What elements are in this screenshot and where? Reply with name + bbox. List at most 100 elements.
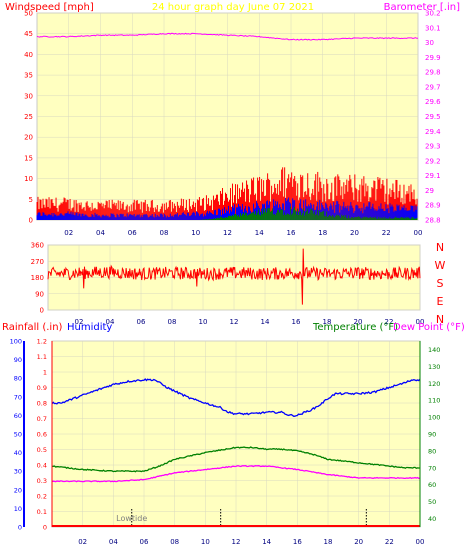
temperature-line bbox=[51, 446, 420, 473]
direction-x-tick-label: 14 bbox=[261, 318, 270, 326]
direction-y-tick-label: 360 bbox=[31, 242, 44, 250]
wind-x-tick-label: 18 bbox=[318, 229, 327, 237]
chart-title: 24 hour graph day June 07 2021 bbox=[152, 2, 314, 13]
wind-x-tick-label: 14 bbox=[255, 229, 264, 237]
direction-x-tick-label: 08 bbox=[168, 318, 177, 326]
compass-label: N bbox=[436, 313, 444, 326]
baro-y-tick-label: 29.2 bbox=[425, 157, 441, 165]
humidity-y-tick-label: 60 bbox=[14, 412, 22, 420]
baro-y-tick-label: 30.2 bbox=[425, 10, 441, 18]
temp-x-tick-label: 12 bbox=[232, 538, 241, 546]
compass-label: N bbox=[436, 241, 444, 254]
temp-y-tick-label: 90 bbox=[428, 431, 436, 439]
temp-y-tick-label: 70 bbox=[428, 464, 436, 472]
wind-bars bbox=[36, 167, 418, 220]
barometer-line bbox=[36, 32, 419, 41]
wind-y-tick-label: 45 bbox=[24, 30, 33, 38]
temp-x-tick-label: 20 bbox=[354, 538, 363, 546]
lowtide-annotation: Lowtide bbox=[116, 514, 147, 523]
baro-y-tick-label: 29.3 bbox=[425, 143, 441, 151]
rainfall-axis-label: Rainfall (.in) bbox=[2, 322, 63, 333]
humidity-y-tick-label: 80 bbox=[14, 375, 22, 383]
rain-y-tick-label: 0.6 bbox=[37, 431, 47, 439]
temp-y-tick-label: 110 bbox=[428, 397, 440, 405]
temp-humidity-panel: Lowtide 0 0.1 0.2 0.3 0.4 0.5 0.6 0.7 0.8 0.9 1 1.1 1… bbox=[2, 322, 465, 546]
direction-x-tick-label: 18 bbox=[323, 318, 332, 326]
barometer-axis-label: Barometer [.in] bbox=[384, 2, 460, 13]
wind-y-tick-label: 30 bbox=[24, 92, 33, 100]
humidity-line bbox=[51, 378, 421, 417]
wind-y-tick-label: 40 bbox=[24, 51, 33, 59]
temp-x-tick-label: 02 bbox=[78, 538, 87, 546]
rain-y-tick-label: 0.3 bbox=[37, 477, 47, 485]
wind-y-tick-label: 50 bbox=[24, 10, 33, 18]
wind-x-tick-label: 00 bbox=[414, 229, 423, 237]
wind-x-tick-label: 20 bbox=[350, 229, 359, 237]
temperature-axis-label: Temperature (°F) bbox=[312, 322, 398, 333]
baro-y-tick-label: 29.8 bbox=[425, 69, 441, 77]
wind-x-tick-label: 04 bbox=[96, 229, 105, 237]
humidity-y-tick-label: 70 bbox=[14, 393, 22, 401]
baro-y-tick-label: 29.4 bbox=[425, 128, 441, 136]
baro-y-tick-label: 28.8 bbox=[425, 217, 441, 225]
wind-x-tick-label: 12 bbox=[223, 229, 232, 237]
wind-y-tick-label: 0 bbox=[29, 217, 33, 225]
wind-y-tick-label: 20 bbox=[24, 134, 33, 142]
temp-y-tick-label: 100 bbox=[428, 414, 440, 422]
temp-y-tick-label: 40 bbox=[428, 515, 436, 523]
humidity-y-tick-label: 50 bbox=[14, 431, 22, 439]
dewpoint-axis-label: Dew Point (°F) bbox=[393, 322, 465, 333]
baro-y-tick-label: 29.9 bbox=[425, 54, 441, 62]
direction-x-tick-label: 22 bbox=[385, 318, 394, 326]
temp-y-tick-label: 120 bbox=[428, 380, 440, 388]
temp-y-tick-label: 130 bbox=[428, 363, 440, 371]
direction-x-tick-label: 20 bbox=[354, 318, 363, 326]
temp-x-tick-label: 16 bbox=[293, 538, 302, 546]
temp-y-tick-label: 50 bbox=[428, 498, 436, 506]
wind-x-tick-label: 02 bbox=[64, 229, 73, 237]
baro-y-tick-label: 30 bbox=[425, 39, 434, 47]
temp-x-tick-label: 00 bbox=[416, 538, 425, 546]
baro-y-tick-label: 29.7 bbox=[425, 83, 441, 91]
humidity-axis-label: Humidity bbox=[67, 322, 112, 333]
direction-x-tick-label: 06 bbox=[137, 318, 146, 326]
direction-x-tick-label: 04 bbox=[106, 318, 115, 326]
humidity-y-tick-label: 0 bbox=[18, 524, 22, 532]
humidity-y-tick-label: 40 bbox=[14, 449, 22, 457]
temp-x-tick-label: 14 bbox=[262, 538, 271, 546]
baro-y-tick-label: 29 bbox=[425, 187, 434, 195]
compass-label: W bbox=[435, 259, 446, 272]
rain-y-tick-label: 0.8 bbox=[37, 400, 47, 408]
temp-y-tick-label: 60 bbox=[428, 481, 436, 489]
temp-x-tick-label: 06 bbox=[140, 538, 149, 546]
temp-x-tick-label: 10 bbox=[201, 538, 210, 546]
humidity-y-tick-label: 10 bbox=[14, 505, 22, 513]
temp-y-tick-label: 80 bbox=[428, 447, 436, 455]
wind-x-tick-label: 16 bbox=[287, 229, 296, 237]
humidity-y-tick-label: 100 bbox=[10, 338, 22, 346]
rain-y-tick-label: 1 bbox=[43, 369, 47, 377]
wind-y-tick-label: 10 bbox=[24, 175, 33, 183]
wind-x-tick-label: 08 bbox=[160, 229, 169, 237]
humidity-y-tick-label: 30 bbox=[14, 468, 22, 476]
rain-y-tick-label: 0.7 bbox=[37, 415, 47, 423]
wind-baro-panel: 0 5 10 15 20 25 30 35 40 45 50 28.8 28.9 29 29.1 29.2 29… bbox=[5, 2, 460, 237]
baro-y-tick-label: 29.1 bbox=[425, 172, 441, 180]
baro-y-tick-label: 30.1 bbox=[425, 24, 441, 32]
wind-y-tick-label: 15 bbox=[24, 154, 33, 162]
rain-y-tick-label: 0.9 bbox=[37, 384, 47, 392]
wind-x-tick-label: 10 bbox=[191, 229, 200, 237]
baro-y-tick-label: 29.6 bbox=[425, 98, 441, 106]
windspeed-axis-label: Windspeed [mph] bbox=[5, 2, 94, 13]
rain-y-tick-label: 0 bbox=[43, 524, 47, 532]
baro-y-tick-label: 29.5 bbox=[425, 113, 441, 121]
wind-direction-line bbox=[47, 248, 421, 305]
direction-x-tick-label: 02 bbox=[75, 318, 84, 326]
dewpoint-line bbox=[51, 465, 421, 483]
direction-x-tick-label: 12 bbox=[230, 318, 239, 326]
wind-y-tick-label: 25 bbox=[24, 113, 33, 121]
direction-x-tick-label: 16 bbox=[292, 318, 301, 326]
direction-y-tick-label: 0 bbox=[40, 307, 44, 315]
temp-x-tick-label: 04 bbox=[109, 538, 118, 546]
